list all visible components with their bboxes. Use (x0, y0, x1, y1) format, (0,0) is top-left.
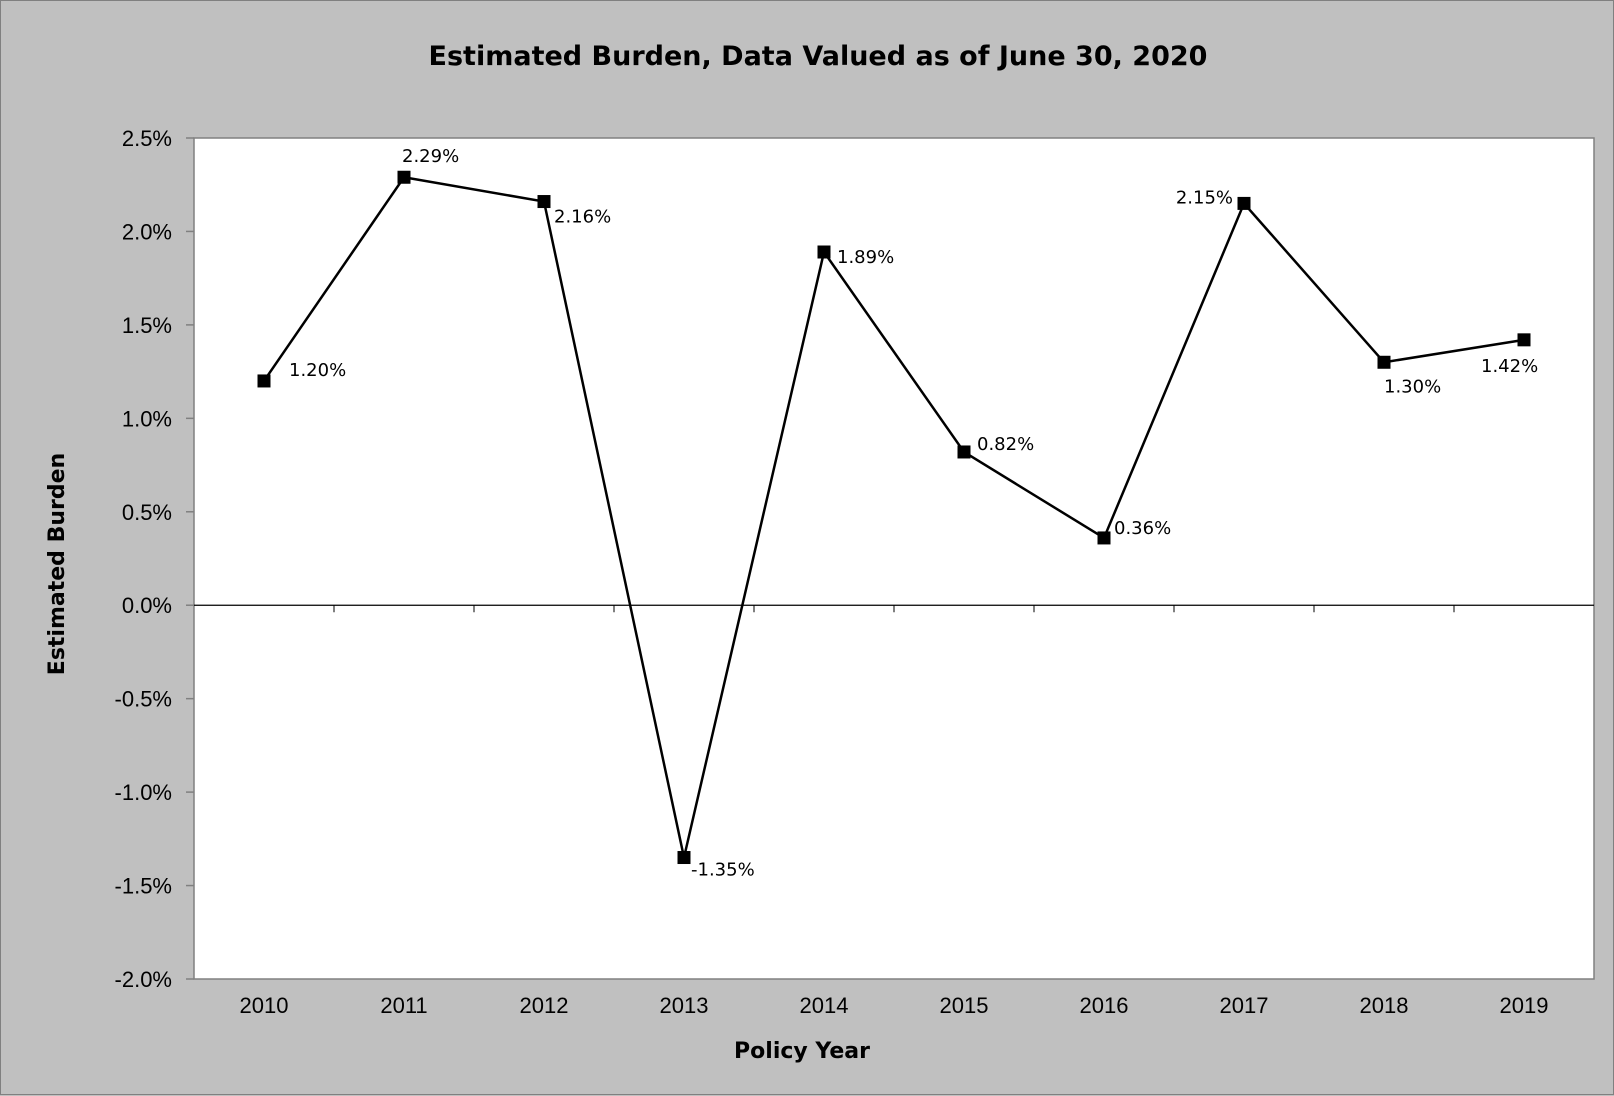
x-tick-label: 2019 (1500, 993, 1549, 1018)
x-tick-label: 2010 (240, 993, 289, 1018)
data-point-marker (257, 374, 271, 388)
y-tick-label: -0.5% (115, 687, 172, 712)
data-point-marker (817, 245, 831, 259)
data-point-marker (1237, 196, 1251, 210)
x-axis: 2010 2011 2012 2013 2014 2015 2016 2017 2018 2019 (194, 604, 1594, 1018)
x-tick-label: 2017 (1220, 993, 1269, 1018)
x-axis-title: Policy Year (734, 1039, 870, 1064)
x-tick-label: 2014 (800, 993, 849, 1018)
series-line (257, 170, 1531, 865)
series-line-path (262, 175, 1525, 858)
data-point-marker (1377, 355, 1391, 369)
data-point-marker (1097, 531, 1111, 545)
data-label: 1.42% (1481, 356, 1538, 377)
y-axis-title: Estimated Burden (45, 453, 70, 675)
data-label: -1.35% (691, 860, 755, 881)
x-tick-label: 2016 (1080, 993, 1129, 1018)
y-axis: 2.5% 2.0% 1.5% 1.0% 0.5% 0.0% -0.5% -1.0% -1.5% -… (115, 126, 194, 992)
data-point-marker (537, 195, 551, 209)
chart-title: Estimated Burden, Data Valued as of June… (429, 41, 1208, 72)
y-tick-label: -1.5% (115, 874, 172, 899)
data-point-marker (397, 170, 411, 184)
data-labels: 1.20% 2.29% 2.16% -1.35% 1.89% 0.82% 0.36% 2.15… (289, 146, 1538, 880)
y-tick-label: 2.5% (122, 126, 172, 151)
data-point-marker (957, 445, 971, 459)
data-label: 1.89% (837, 247, 894, 268)
data-label: 1.30% (1384, 376, 1441, 397)
data-label: 0.82% (977, 434, 1034, 455)
x-tick-label: 2015 (940, 993, 989, 1018)
data-point-marker (677, 851, 691, 865)
y-tick-label: -2.0% (115, 967, 172, 992)
data-label: 2.16% (554, 207, 611, 228)
x-tick-label: 2018 (1360, 993, 1409, 1018)
y-tick-label: 2.0% (122, 219, 172, 244)
x-tick-label: 2011 (380, 993, 427, 1018)
x-tick-label: 2013 (660, 993, 709, 1018)
data-label: 2.15% (1176, 187, 1233, 208)
data-label: 1.20% (289, 360, 346, 381)
y-tick-label: 0.5% (122, 500, 172, 525)
data-label: 2.29% (402, 146, 459, 167)
plot-area (193, 137, 1595, 980)
y-tick-label: 0.0% (122, 593, 172, 618)
data-point-marker (1517, 333, 1531, 347)
y-tick-label: -1.0% (115, 780, 172, 805)
x-tick-label: 2012 (520, 993, 569, 1018)
y-tick-label: 1.5% (122, 313, 172, 338)
data-label: 0.36% (1114, 518, 1171, 539)
y-tick-label: 1.0% (122, 406, 172, 431)
